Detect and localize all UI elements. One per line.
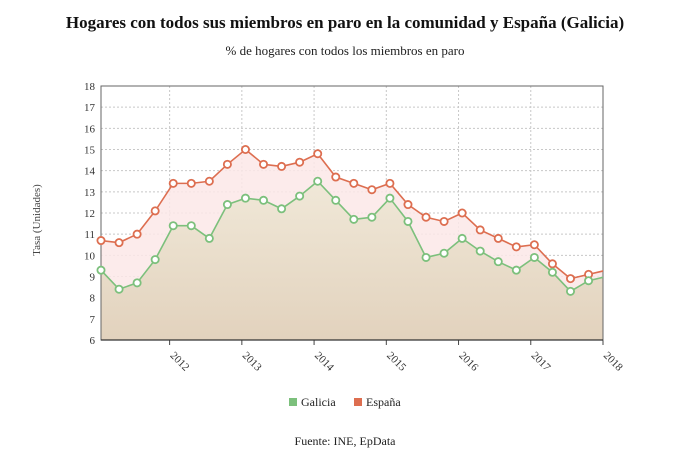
x-tick-label: 2015 — [384, 350, 408, 374]
data-point-espana[interactable] — [222, 159, 232, 169]
chart-subtitle: % de hogares con todos los miembros en p… — [225, 43, 465, 58]
data-point-espana[interactable] — [186, 178, 196, 188]
data-point-espana[interactable] — [295, 157, 305, 167]
data-point-galicia[interactable] — [584, 276, 594, 286]
data-point-espana[interactable] — [403, 200, 413, 210]
legend-swatch-espana — [354, 398, 362, 406]
data-point-espana[interactable] — [204, 176, 214, 186]
data-point-espana[interactable] — [421, 212, 431, 222]
data-point-espana[interactable] — [349, 178, 359, 188]
y-tick-label: 10 — [84, 250, 96, 262]
y-tick-label: 16 — [84, 123, 96, 135]
data-point-espana[interactable] — [385, 178, 395, 188]
data-point-galicia[interactable] — [114, 284, 124, 294]
y-tick-label: 14 — [84, 166, 96, 178]
y-tick-label: 17 — [84, 102, 96, 114]
data-point-espana[interactable] — [367, 185, 377, 195]
data-point-espana[interactable] — [457, 208, 467, 218]
data-point-galicia[interactable] — [547, 267, 557, 277]
data-point-galicia[interactable] — [565, 286, 575, 296]
data-point-galicia[interactable] — [367, 212, 377, 222]
area-galicia — [101, 181, 603, 340]
x-tick-label: 2016 — [456, 350, 480, 374]
data-point-galicia[interactable] — [529, 252, 539, 262]
data-point-galicia[interactable] — [511, 265, 521, 275]
data-point-galicia[interactable] — [277, 204, 287, 214]
data-point-espana[interactable] — [439, 216, 449, 226]
data-point-galicia[interactable] — [240, 193, 250, 203]
data-point-espana[interactable] — [150, 206, 160, 216]
data-point-espana[interactable] — [313, 149, 323, 159]
x-tick-label: 2017 — [529, 350, 553, 374]
area-espana — [101, 149, 603, 292]
chart-title: Hogares con todos sus miembros en paro e… — [65, 13, 625, 32]
legend: Galicia España — [289, 395, 401, 409]
data-point-espana[interactable] — [529, 240, 539, 250]
data-point-espana[interactable] — [277, 161, 287, 171]
data-point-espana[interactable] — [259, 159, 269, 169]
data-point-galicia[interactable] — [457, 233, 467, 243]
data-point-espana[interactable] — [493, 233, 503, 243]
source-note: Fuente: INE, EpData — [294, 434, 396, 448]
data-point-galicia[interactable] — [349, 214, 359, 224]
y-tick-label: 8 — [90, 293, 96, 305]
y-tick-label: 6 — [90, 335, 96, 347]
data-point-galicia[interactable] — [150, 255, 160, 265]
x-tick-label: 2014 — [312, 350, 336, 374]
y-tick-label: 11 — [84, 229, 95, 241]
data-point-galicia[interactable] — [96, 265, 106, 275]
data-point-espana[interactable] — [114, 238, 124, 248]
data-point-galicia[interactable] — [403, 216, 413, 226]
x-tick-label: 2012 — [167, 350, 191, 374]
legend-swatch-galicia — [289, 398, 297, 406]
y-tick-label: 15 — [84, 145, 96, 157]
y-axis-label: Tasa (Unidades) — [31, 184, 43, 256]
data-point-espana[interactable] — [565, 274, 575, 284]
data-point-galicia[interactable] — [385, 193, 395, 203]
y-tick-label: 7 — [90, 314, 96, 326]
legend-item-espana[interactable]: España — [354, 395, 401, 409]
y-tick-label: 12 — [84, 208, 95, 220]
y-tick-label: 9 — [90, 272, 96, 284]
y-tick-label: 13 — [84, 187, 96, 199]
data-point-galicia[interactable] — [493, 257, 503, 267]
data-point-galicia[interactable] — [475, 246, 485, 256]
legend-label-espana: España — [366, 395, 401, 409]
data-point-espana[interactable] — [547, 259, 557, 269]
data-point-galicia[interactable] — [259, 195, 269, 205]
data-point-galicia[interactable] — [421, 252, 431, 262]
data-point-galicia[interactable] — [439, 248, 449, 258]
data-point-espana[interactable] — [475, 225, 485, 235]
data-point-galicia[interactable] — [132, 278, 142, 288]
data-point-galicia[interactable] — [186, 221, 196, 231]
data-point-galicia[interactable] — [204, 233, 214, 243]
data-point-galicia[interactable] — [168, 221, 178, 231]
y-tick-label: 18 — [84, 81, 96, 93]
data-point-espana[interactable] — [240, 144, 250, 154]
data-point-espana[interactable] — [96, 236, 106, 246]
data-point-espana[interactable] — [132, 229, 142, 239]
data-point-galicia[interactable] — [222, 200, 232, 210]
legend-item-galicia[interactable]: Galicia — [289, 395, 336, 409]
legend-label-galicia: Galicia — [301, 395, 336, 409]
x-tick-label: 2013 — [240, 350, 264, 374]
data-point-galicia[interactable] — [295, 191, 305, 201]
data-point-espana[interactable] — [331, 172, 341, 182]
data-point-espana[interactable] — [511, 242, 521, 252]
x-tick-label: 2018 — [601, 350, 625, 374]
data-point-galicia[interactable] — [313, 176, 323, 186]
data-point-galicia[interactable] — [331, 195, 341, 205]
data-point-espana[interactable] — [168, 178, 178, 188]
